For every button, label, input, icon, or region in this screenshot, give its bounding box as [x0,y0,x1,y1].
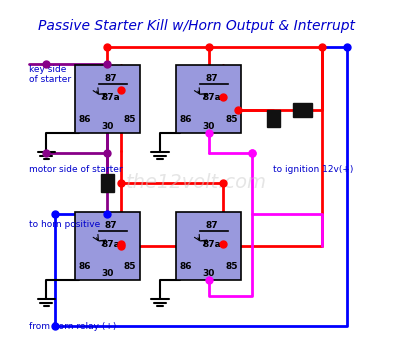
Bar [75,65,140,133]
Text: 86: 86 [79,115,91,125]
Text: 87a: 87a [101,93,120,102]
Bar [292,103,312,117]
Bar [267,109,279,127]
Text: 87a: 87a [101,240,120,249]
Text: to horn positive: to horn positive [29,220,100,230]
Text: 87: 87 [105,74,117,83]
Text: 85: 85 [225,115,237,125]
Text: 86: 86 [180,115,193,125]
Text: Passive Starter Kill w/Horn Output & Interrupt: Passive Starter Kill w/Horn Output & Int… [38,19,355,33]
Text: 86: 86 [79,262,91,271]
Text: key side
of starter: key side of starter [29,65,71,84]
Text: 85: 85 [225,262,237,271]
Text: 87: 87 [206,220,219,230]
Text: the12volt.com: the12volt.com [126,174,267,193]
Text: 86: 86 [180,262,193,271]
Text: 87a: 87a [203,240,222,249]
Text: 30: 30 [202,269,215,278]
Bar [101,174,114,192]
Text: to ignition 12v(+): to ignition 12v(+) [273,164,354,174]
Bar [176,65,241,133]
Text: motor side of starter: motor side of starter [29,164,123,174]
Text: 87: 87 [105,220,117,230]
Text: 85: 85 [124,262,136,271]
Text: from horn relay (+): from horn relay (+) [29,322,116,331]
Text: 87a: 87a [203,93,222,102]
Text: 30: 30 [101,122,114,132]
Text: 30: 30 [202,122,215,132]
Text: 87: 87 [206,74,219,83]
Text: 30: 30 [101,269,114,278]
Text: 85: 85 [124,115,136,125]
Bar [176,212,241,280]
Bar [75,212,140,280]
